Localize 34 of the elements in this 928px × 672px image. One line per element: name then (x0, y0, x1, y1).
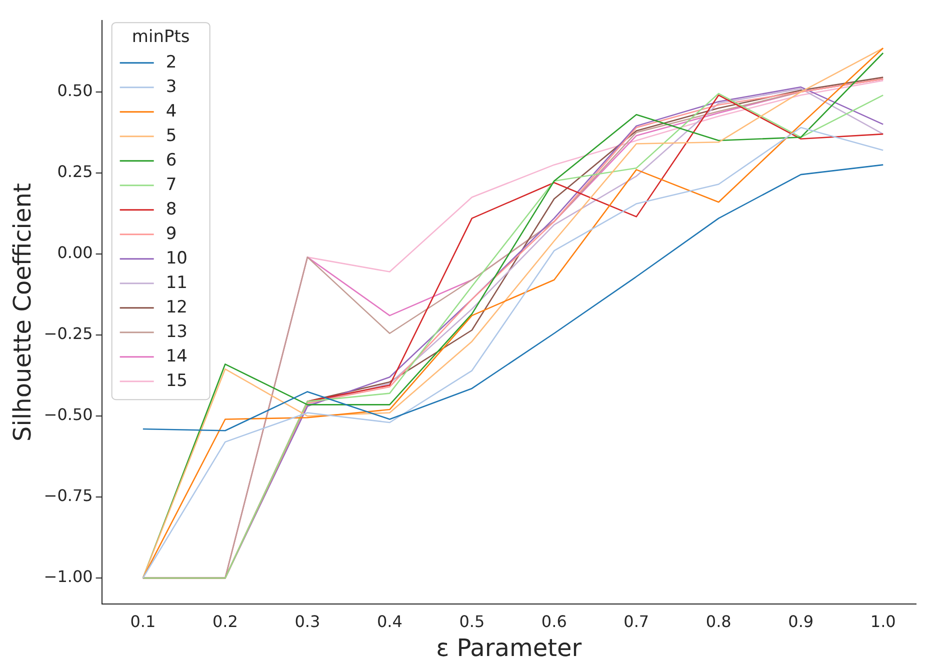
x-tick-label: 0.3 (294, 612, 320, 631)
x-tick-label: 0.9 (788, 612, 814, 631)
legend-label: 13 (166, 322, 188, 342)
legend-label: 12 (166, 297, 188, 318)
x-tick-label: 0.5 (459, 612, 485, 631)
x-tick-label: 0.4 (376, 612, 402, 631)
legend-label: 10 (166, 248, 188, 268)
legend-label: 15 (166, 370, 188, 391)
y-axis-title: Silhouette Coefficient (8, 183, 37, 442)
x-tick-label: 0.2 (212, 612, 238, 631)
legend-label: 8 (166, 199, 177, 220)
legend-label: 4 (166, 101, 177, 122)
x-tick-label: 1.0 (870, 612, 896, 631)
legend-label: 9 (166, 224, 177, 244)
y-tick-label: 0.25 (57, 162, 93, 182)
legend-label: 2 (166, 52, 177, 72)
y-tick-label: 0.50 (57, 81, 93, 100)
legend-label: 3 (166, 76, 177, 97)
x-tick-label: 0.7 (624, 612, 650, 631)
y-tick-label: −0.50 (44, 405, 93, 424)
x-tick-label: 0.6 (541, 612, 567, 631)
y-tick-label: −1.00 (44, 567, 93, 586)
legend-label: 11 (166, 272, 188, 293)
y-tick-label: −0.75 (44, 486, 93, 506)
legend-title: minPts (132, 27, 190, 48)
x-tick-label: 0.1 (130, 612, 156, 631)
x-tick-label: 0.8 (706, 612, 732, 631)
y-tick-label: −0.25 (44, 324, 93, 344)
legend-label: 7 (166, 174, 177, 195)
x-axis-title: ε Parameter (436, 634, 582, 662)
legend-label: 6 (166, 150, 177, 170)
legend-label: 5 (166, 126, 177, 146)
y-tick-label: 0.00 (57, 243, 93, 262)
legend-label: 14 (166, 346, 188, 366)
